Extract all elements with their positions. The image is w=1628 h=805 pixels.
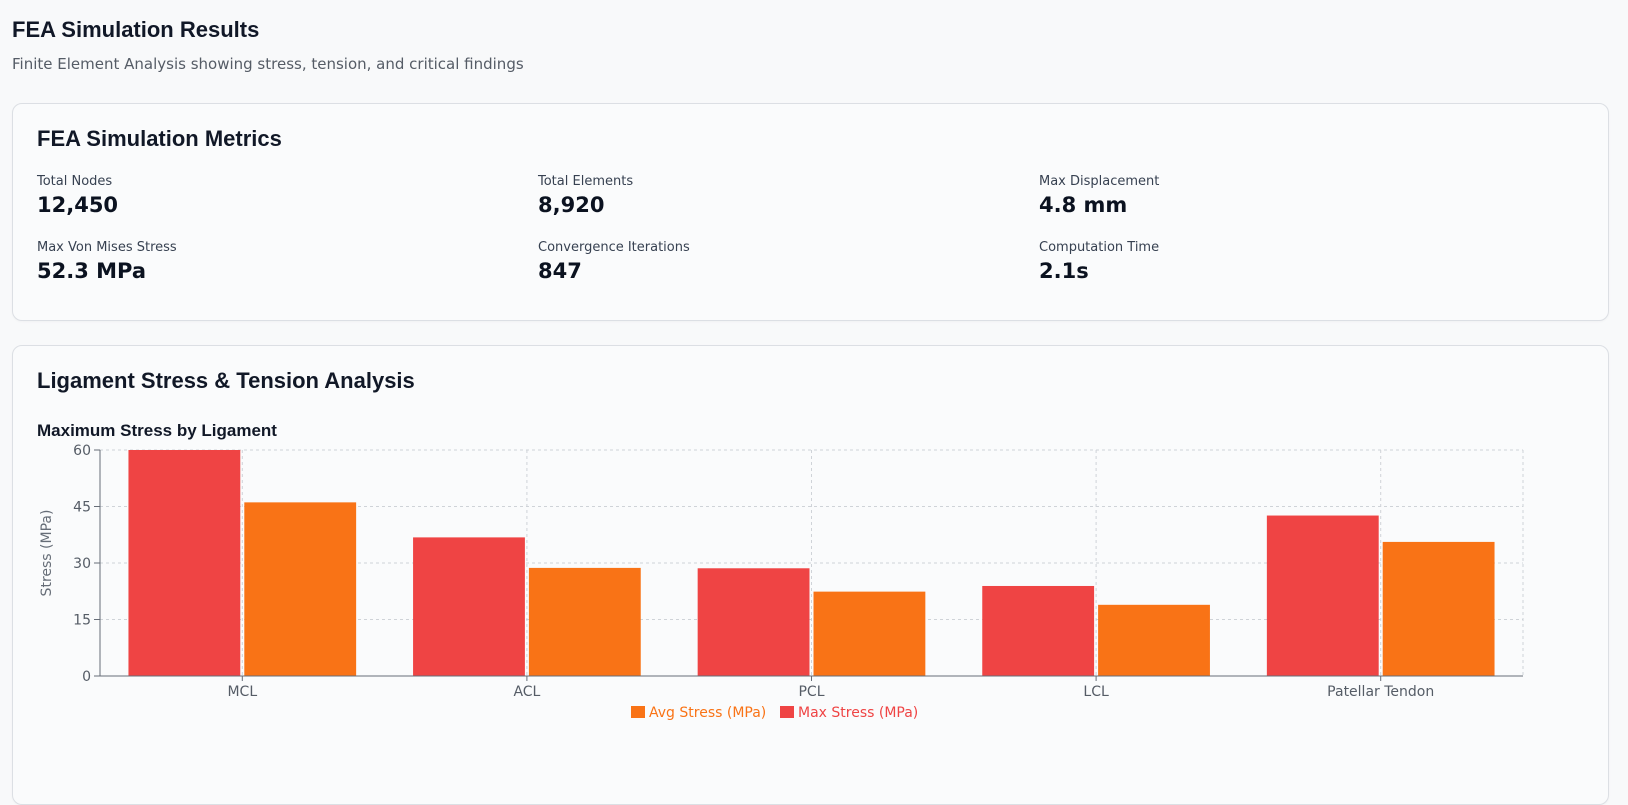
metric-label: Total Nodes [37,174,113,189]
ligament-analysis-card: Ligament Stress & Tension Analysis Maxim… [12,345,1609,805]
y-axis-title: Stress (MPa) [39,510,55,597]
page: FEA Simulation Results Finite Element An… [12,17,1609,805]
bar-max-stress [1266,515,1379,676]
ligament-analysis-title: Ligament Stress & Tension Analysis [37,368,415,393]
page-subtitle: Finite Element Analysis showing stress, … [12,55,524,73]
metric-value: 12,450 [37,193,119,217]
stress-bar-chart: 0 15 30 45 60 MCL ACL PCL LCL Patellar Tendon Stre… [39,443,1524,721]
metric-label: Convergence Iterations [538,240,690,255]
metric-value: 52.3 MPa [37,259,147,283]
y-tick-label: 15 [73,613,91,629]
legend-label: Avg Stress (MPa) [649,705,766,721]
metric-total-elements: Total Elements 8,920 [538,174,633,217]
metric-label: Computation Time [1039,240,1160,255]
bar-max-stress [413,537,525,676]
bar-max-stress [697,568,810,676]
bar-avg-stress [1382,541,1495,676]
metric-computation-time: Computation Time 2.1s [1039,240,1159,283]
metric-max-von-mises-stress: Max Von Mises Stress 52.3 MPa [37,240,177,283]
metrics-card-title: FEA Simulation Metrics [37,126,282,151]
page-title: FEA Simulation Results [12,17,260,42]
bar-max-stress [128,450,241,676]
x-tick-label: MCL [227,684,257,700]
chart-title: Maximum Stress by Ligament [37,421,277,440]
x-tick-label: LCL [1083,684,1109,700]
bar-avg-stress [244,502,357,676]
metric-max-displacement: Max Displacement 4.8 mm [1039,174,1159,217]
metric-value: 847 [538,259,582,283]
legend-swatch [631,706,645,718]
metric-label: Max Displacement [1039,174,1160,189]
x-tick-label: Patellar Tendon [1327,684,1434,700]
x-tick-label: ACL [513,684,540,700]
bar-avg-stress [528,567,641,676]
x-tick-label: PCL [798,684,824,700]
metric-label: Total Elements [538,174,634,189]
metrics-card: FEA Simulation Metrics Total Nodes 12,45… [12,103,1609,321]
metric-convergence-iterations: Convergence Iterations 847 [538,240,690,283]
metric-value: 8,920 [538,193,605,217]
bar-avg-stress [813,591,926,676]
legend-label: Max Stress (MPa) [798,705,918,721]
y-tick-label: 30 [73,556,91,572]
metric-total-nodes: Total Nodes 12,450 [37,174,118,217]
metric-value: 4.8 mm [1039,193,1128,217]
y-tick-label: 0 [82,669,91,685]
bar-avg-stress [1098,604,1210,676]
metric-value: 2.1s [1039,259,1089,283]
legend-swatch [780,706,794,718]
bar-max-stress [982,585,1095,676]
y-tick-label: 60 [73,443,91,459]
metric-label: Max Von Mises Stress [37,240,177,255]
y-tick-label: 45 [73,500,91,516]
